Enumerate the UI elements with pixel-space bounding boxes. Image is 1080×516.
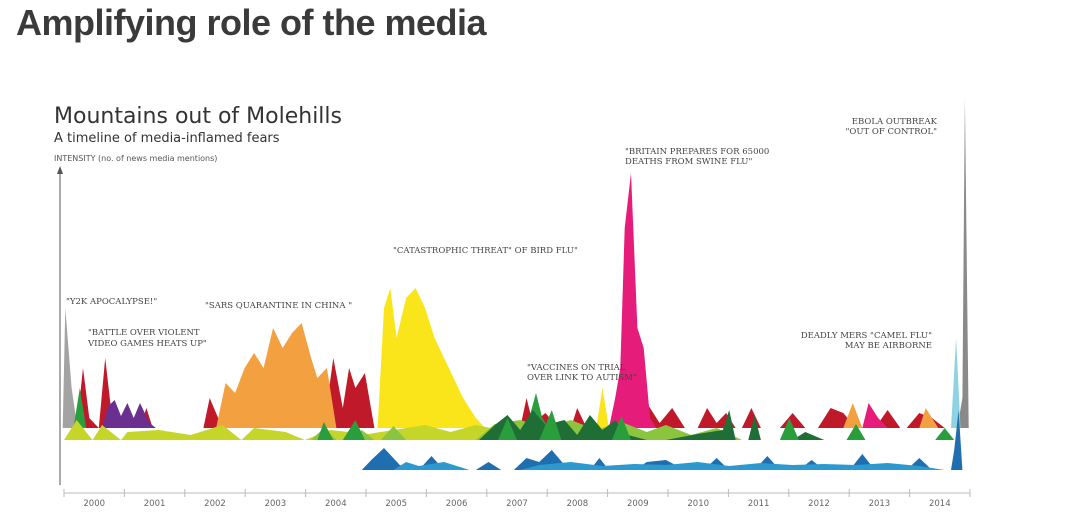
annotation-3: "SARS QUARANTINE IN CHINA " bbox=[205, 301, 352, 311]
x-axis-ticks: 2000 2001 2002 2003 2004 2005 2006 2007 2008 2009… bbox=[63, 489, 971, 509]
chart-subtitle: A timeline of media-inflamed fears bbox=[54, 131, 280, 146]
x-tick-label-2013: 2013 bbox=[869, 499, 891, 509]
series-area-lightblue-14 bbox=[393, 462, 945, 470]
series-area-y2k-2 bbox=[62, 308, 83, 428]
x-tick-label-2008: 2008 bbox=[567, 499, 589, 509]
annotation-6: OVER LINK TO AUTISM" bbox=[527, 373, 637, 383]
annotation-1: "BATTLE OVER VIOLENT bbox=[88, 328, 200, 338]
annotation-8: DEATHS FROM SWINE FLU" bbox=[625, 157, 752, 167]
x-tick-label-2011: 2011 bbox=[748, 499, 770, 509]
x-tick-label-2004: 2004 bbox=[325, 499, 347, 509]
x-tick-label-2009: 2009 bbox=[627, 499, 649, 509]
annotation-9: DEADLY MERS "CAMEL FLU" bbox=[801, 331, 932, 341]
y-axis-arrow-icon bbox=[57, 166, 63, 174]
series-area-blue-15 bbox=[951, 410, 963, 470]
annotation-2: VIDEO GAMES HEATS UP" bbox=[87, 339, 207, 349]
series-area-red-0 bbox=[76, 358, 945, 428]
x-tick-label-2010: 2010 bbox=[687, 499, 709, 509]
annotation-11: EBOLA OUTBREAK bbox=[852, 117, 938, 127]
annotation-7: "BRITAIN PREPARES FOR 65000 bbox=[625, 147, 769, 157]
series-area-violence-1 bbox=[102, 388, 302, 428]
series-area-mers-7 bbox=[951, 338, 961, 428]
x-tick-label-2001: 2001 bbox=[144, 499, 166, 509]
series-area-sars-3 bbox=[216, 323, 939, 428]
chart-title: Mountains out of Molehills bbox=[54, 104, 342, 129]
annotation-10: MAY BE AIRBORNE bbox=[845, 341, 932, 351]
series-area-green-12 bbox=[317, 410, 955, 440]
x-tick-label-2002: 2002 bbox=[204, 499, 226, 509]
annotation-12: "OUT OF CONTROL" bbox=[846, 127, 938, 137]
series-area-ebola-6 bbox=[957, 98, 969, 428]
annotation-0: "Y2K APOCALYPSE!" bbox=[66, 297, 157, 307]
x-tick-label-2007: 2007 bbox=[506, 499, 528, 509]
x-tick-label-2003: 2003 bbox=[265, 499, 287, 509]
series-area-swineflu-5 bbox=[608, 173, 888, 428]
area-series-group bbox=[62, 98, 969, 470]
annotation-4: "CATASTROPHIC THREAT" OF BIRD FLU" bbox=[393, 246, 578, 256]
annotation-5: "VACCINES ON TRIAL bbox=[527, 363, 626, 373]
annotation-group: "Y2K APOCALYPSE!" "BATTLE OVER VIOLENTVID… bbox=[66, 117, 938, 383]
slide-heading: Amplifying role of the media bbox=[16, 2, 487, 43]
series-area-darkgreen-11 bbox=[479, 410, 825, 440]
y-axis-label: INTENSITY (no. of news media mentions) bbox=[54, 154, 217, 163]
series-area-birdflu-4 bbox=[377, 288, 609, 428]
x-tick-label-2005: 2005 bbox=[385, 499, 407, 509]
x-tick-label-2000: 2000 bbox=[83, 499, 105, 509]
x-tick-label-2014: 2014 bbox=[929, 499, 951, 509]
series-area-lime-9 bbox=[64, 420, 603, 440]
x-tick-label-2012: 2012 bbox=[808, 499, 830, 509]
x-tick-label-2006: 2006 bbox=[446, 499, 468, 509]
